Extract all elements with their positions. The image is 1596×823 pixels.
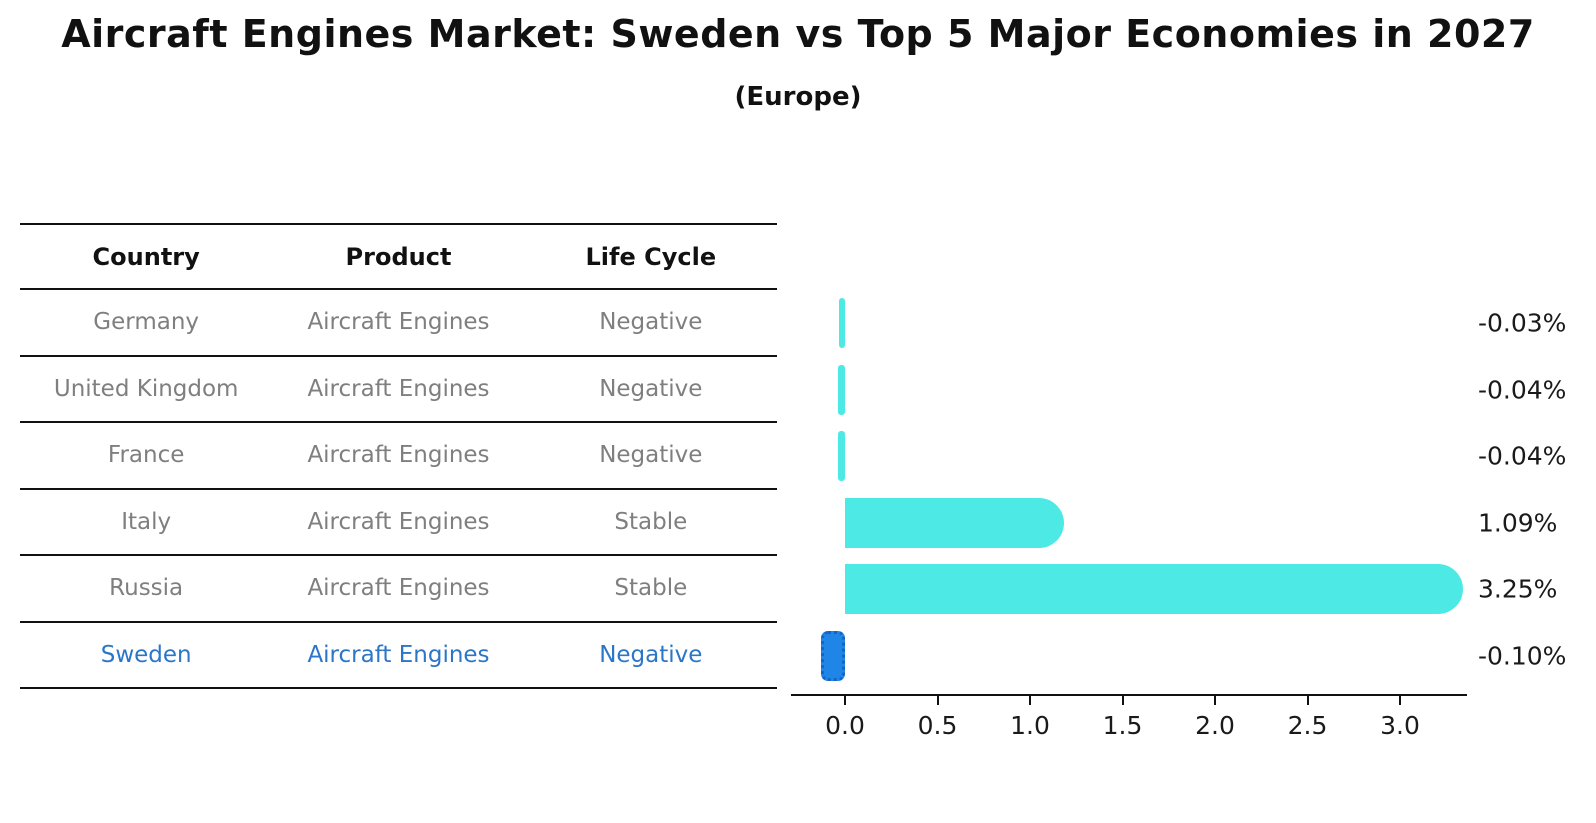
value-label-sweden: -0.10%	[1478, 641, 1567, 670]
table-header-row: Country Product Life Cycle	[20, 223, 777, 290]
cell-country: Italy	[121, 508, 172, 535]
cell-life-cycle: Negative	[599, 309, 703, 336]
column-header-product: Product	[345, 242, 452, 271]
x-axis-tick	[1399, 696, 1401, 705]
cell-life-cycle: Negative	[599, 442, 703, 469]
x-axis-tick	[1214, 696, 1216, 705]
cell-product: Aircraft Engines	[307, 641, 490, 668]
chart-subtitle: (Europe)	[734, 82, 862, 112]
x-axis-tick	[1121, 696, 1124, 705]
cell-product: Aircraft Engines	[307, 508, 490, 535]
cell-life-cycle: Stable	[614, 508, 688, 535]
cell-country: France	[107, 442, 185, 469]
table-row: Italy Aircraft Engines Stable	[20, 490, 777, 556]
value-label-france: -0.04%	[1478, 441, 1567, 471]
table-row: France Aircraft Engines Negative	[20, 423, 777, 490]
chart-title: Aircraft Engines Market: Sweden vs Top 5…	[61, 12, 1535, 56]
x-axis-line	[791, 694, 1467, 696]
x-axis-tick-label: 0.0	[825, 711, 865, 740]
x-axis-tick-label: 3.0	[1380, 711, 1420, 740]
cell-product: Aircraft Engines	[307, 575, 490, 602]
value-label-germany: -0.03%	[1478, 308, 1567, 338]
bar-russia	[845, 564, 1464, 614]
x-axis-tick	[936, 696, 939, 705]
x-axis-tick	[844, 696, 846, 705]
x-axis-tick-label: 2.5	[1287, 711, 1328, 740]
cell-product: Aircraft Engines	[307, 442, 490, 469]
bar-united-kingdom	[837, 364, 845, 415]
cell-country: Germany	[93, 309, 200, 336]
value-label-united-kingdom: -0.04%	[1478, 375, 1567, 404]
country-table: Country Product Life Cycle Germany Aircr…	[20, 223, 777, 689]
cell-product: Aircraft Engines	[307, 375, 490, 402]
x-axis-tick-label: 0.5	[917, 711, 958, 740]
bar-italy	[845, 497, 1064, 548]
table-row: Sweden Aircraft Engines Negative	[20, 623, 777, 689]
x-axis-tick	[1029, 696, 1031, 705]
bar-sweden	[820, 630, 845, 681]
bar-france	[837, 431, 845, 481]
x-axis-tick-label: 2.0	[1195, 711, 1235, 740]
column-header-country: Country	[92, 242, 200, 271]
cell-life-cycle: Stable	[614, 575, 688, 602]
value-label-italy: 1.09%	[1478, 508, 1558, 537]
cell-life-cycle: Negative	[599, 375, 703, 402]
cell-life-cycle: Negative	[599, 641, 703, 668]
cell-country: Sweden	[100, 641, 192, 668]
x-axis-tick-label: 1.0	[1010, 711, 1050, 740]
cell-product: Aircraft Engines	[307, 309, 490, 336]
cell-country: Russia	[109, 575, 184, 602]
table-row: Russia Aircraft Engines Stable	[20, 556, 777, 623]
x-axis-tick	[1306, 696, 1309, 705]
table-row: Germany Aircraft Engines Negative	[20, 290, 777, 357]
column-header-life-cycle: Life Cycle	[585, 242, 717, 271]
bar-germany	[839, 298, 845, 348]
table-row: United Kingdom Aircraft Engines Negative	[20, 357, 777, 423]
x-axis-tick-label: 1.5	[1102, 711, 1143, 740]
cell-country: United Kingdom	[53, 375, 239, 402]
value-label-russia: 3.25%	[1478, 574, 1558, 604]
